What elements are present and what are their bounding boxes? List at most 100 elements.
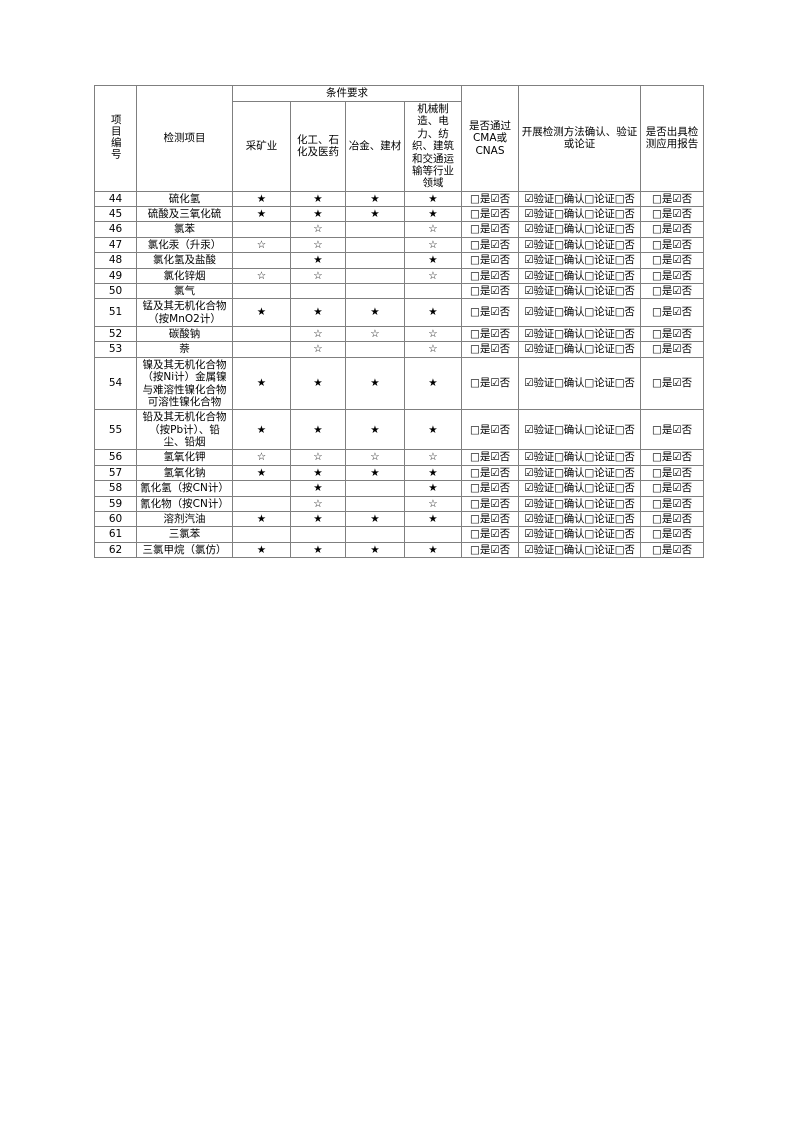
row-item-number: 59 — [94, 495, 137, 512]
row-inspection-item: 铅及其无机化合物（按Pb计）、铅尘、铅烟 — [136, 409, 233, 451]
row-chemical-mark: ☆ — [290, 221, 346, 238]
row-chemical-mark: ★ — [290, 409, 346, 451]
row-item-number: 48 — [94, 252, 137, 269]
row-inspection-item: 萘 — [136, 341, 233, 358]
table-row: 62 三氯甲烷（氯仿） ★ ★ ★ ★ □是☑否 ☑验证□确认□论证□否 □是☑否 — [94, 541, 704, 559]
row-cma-checkbox-group: □是☑否 — [461, 282, 519, 300]
row-mining-mark — [232, 341, 291, 358]
table-row: 50 氯气 □是☑否 ☑验证□确认□论证□否 □是☑否 — [94, 282, 704, 300]
row-machinery-mark: ★ — [404, 409, 462, 451]
header-chemical-industry: 化工、石化及医药 — [290, 101, 346, 192]
row-mining-mark — [232, 495, 291, 512]
row-method-checkbox-group: ☑验证□确认□论证□否 — [518, 298, 641, 327]
row-inspection-item: 氢氧化钠 — [136, 464, 233, 482]
row-inspection-item: 氰化氢（按CN计） — [136, 480, 233, 497]
row-chemical-mark: ★ — [290, 356, 346, 411]
row-metallurgy-mark — [345, 221, 405, 238]
header-issue-report: 是否出具检测应用报告 — [640, 85, 704, 192]
row-item-number: 60 — [94, 510, 137, 528]
row-item-number: 44 — [94, 190, 137, 208]
row-method-checkbox-group: ☑验证□确认□论证□否 — [518, 409, 641, 451]
row-chemical-mark: ☆ — [290, 495, 346, 512]
row-mining-mark: ★ — [232, 356, 291, 411]
row-report-checkbox-group: □是☑否 — [640, 409, 704, 451]
inspection-items-table: 项目编号 检测项目 条件要求 是否通过CMA或CNAS 开展检测方法确认、验证或… — [94, 85, 704, 559]
row-metallurgy-mark: ★ — [345, 541, 405, 559]
row-machinery-mark: ☆ — [404, 449, 462, 466]
row-mining-mark — [232, 252, 291, 269]
row-machinery-mark — [404, 282, 462, 300]
row-cma-checkbox-group: □是☑否 — [461, 267, 519, 284]
row-chemical-mark: ★ — [290, 480, 346, 497]
row-machinery-mark: ★ — [404, 356, 462, 411]
row-item-number: 50 — [94, 282, 137, 300]
row-metallurgy-mark: ☆ — [345, 325, 405, 343]
row-machinery-mark: ☆ — [404, 221, 462, 238]
row-cma-checkbox-group: □是☑否 — [461, 449, 519, 466]
document-page: 项目编号 检测项目 条件要求 是否通过CMA或CNAS 开展检测方法确认、验证或… — [94, 85, 704, 559]
row-mining-mark: ★ — [232, 298, 291, 327]
row-item-number: 58 — [94, 480, 137, 497]
table-row: 60 溶剂汽油 ★ ★ ★ ★ □是☑否 ☑验证□确认□论证□否 □是☑否 — [94, 510, 704, 528]
row-item-number: 45 — [94, 205, 137, 223]
row-metallurgy-mark — [345, 236, 405, 254]
table-row: 53 萘 ☆ ☆ □是☑否 ☑验证□确认□论证□否 □是☑否 — [94, 341, 704, 358]
row-mining-mark — [232, 526, 291, 543]
row-inspection-item: 溶剂汽油 — [136, 510, 233, 528]
row-mining-mark: ★ — [232, 409, 291, 451]
row-report-checkbox-group: □是☑否 — [640, 205, 704, 223]
table-row: 56 氢氧化钾 ☆ ☆ ☆ ☆ □是☑否 ☑验证□确认□论证□否 □是☑否 — [94, 449, 704, 466]
row-cma-checkbox-group: □是☑否 — [461, 205, 519, 223]
row-item-number: 56 — [94, 449, 137, 466]
row-machinery-mark: ★ — [404, 541, 462, 559]
row-report-checkbox-group: □是☑否 — [640, 282, 704, 300]
row-method-checkbox-group: ☑验证□确认□论证□否 — [518, 541, 641, 559]
row-item-number: 53 — [94, 341, 137, 358]
row-metallurgy-mark — [345, 341, 405, 358]
row-chemical-mark: ★ — [290, 252, 346, 269]
row-machinery-mark: ☆ — [404, 341, 462, 358]
row-report-checkbox-group: □是☑否 — [640, 464, 704, 482]
header-item-number-label: 项目编号 — [109, 113, 122, 160]
row-mining-mark — [232, 480, 291, 497]
row-cma-checkbox-group: □是☑否 — [461, 464, 519, 482]
row-item-number: 54 — [94, 356, 137, 411]
row-machinery-mark: ★ — [404, 464, 462, 482]
row-inspection-item: 镍及其无机化合物（按Ni计）金属镍与难溶性镍化合物可溶性镍化合物 — [136, 356, 233, 411]
row-mining-mark: ★ — [232, 464, 291, 482]
row-method-checkbox-group: ☑验证□确认□论证□否 — [518, 282, 641, 300]
row-inspection-item: 三氯甲烷（氯仿） — [136, 541, 233, 559]
row-machinery-mark: ☆ — [404, 236, 462, 254]
row-report-checkbox-group: □是☑否 — [640, 341, 704, 358]
row-mining-mark: ☆ — [232, 236, 291, 254]
row-machinery-mark: ☆ — [404, 495, 462, 512]
table-row: 61 三氯苯 □是☑否 ☑验证□确认□论证□否 □是☑否 — [94, 526, 704, 543]
row-method-checkbox-group: ☑验证□确认□论证□否 — [518, 464, 641, 482]
row-report-checkbox-group: □是☑否 — [640, 267, 704, 284]
row-report-checkbox-group: □是☑否 — [640, 298, 704, 327]
row-method-checkbox-group: ☑验证□确认□论证□否 — [518, 267, 641, 284]
row-machinery-mark: ★ — [404, 190, 462, 208]
row-inspection-item: 氯苯 — [136, 221, 233, 238]
row-chemical-mark: ☆ — [290, 325, 346, 343]
row-chemical-mark: ☆ — [290, 449, 346, 466]
row-cma-checkbox-group: □是☑否 — [461, 190, 519, 208]
row-method-checkbox-group: ☑验证□确认□论证□否 — [518, 480, 641, 497]
row-mining-mark: ★ — [232, 510, 291, 528]
row-mining-mark: ★ — [232, 190, 291, 208]
row-mining-mark: ☆ — [232, 449, 291, 466]
row-method-checkbox-group: ☑验证□确认□论证□否 — [518, 356, 641, 411]
table-row: 58 氰化氢（按CN计） ★ ★ □是☑否 ☑验证□确认□论证□否 □是☑否 — [94, 480, 704, 497]
row-method-checkbox-group: ☑验证□确认□论证□否 — [518, 510, 641, 528]
table-row: 49 氯化锌烟 ☆ ☆ ☆ □是☑否 ☑验证□确认□论证□否 □是☑否 — [94, 267, 704, 284]
row-report-checkbox-group: □是☑否 — [640, 449, 704, 466]
row-chemical-mark — [290, 526, 346, 543]
row-machinery-mark: ★ — [404, 298, 462, 327]
row-report-checkbox-group: □是☑否 — [640, 236, 704, 254]
row-method-checkbox-group: ☑验证□确认□论证□否 — [518, 341, 641, 358]
row-chemical-mark — [290, 282, 346, 300]
row-cma-checkbox-group: □是☑否 — [461, 526, 519, 543]
row-machinery-mark: ★ — [404, 510, 462, 528]
row-chemical-mark: ★ — [290, 205, 346, 223]
row-machinery-mark: ☆ — [404, 325, 462, 343]
